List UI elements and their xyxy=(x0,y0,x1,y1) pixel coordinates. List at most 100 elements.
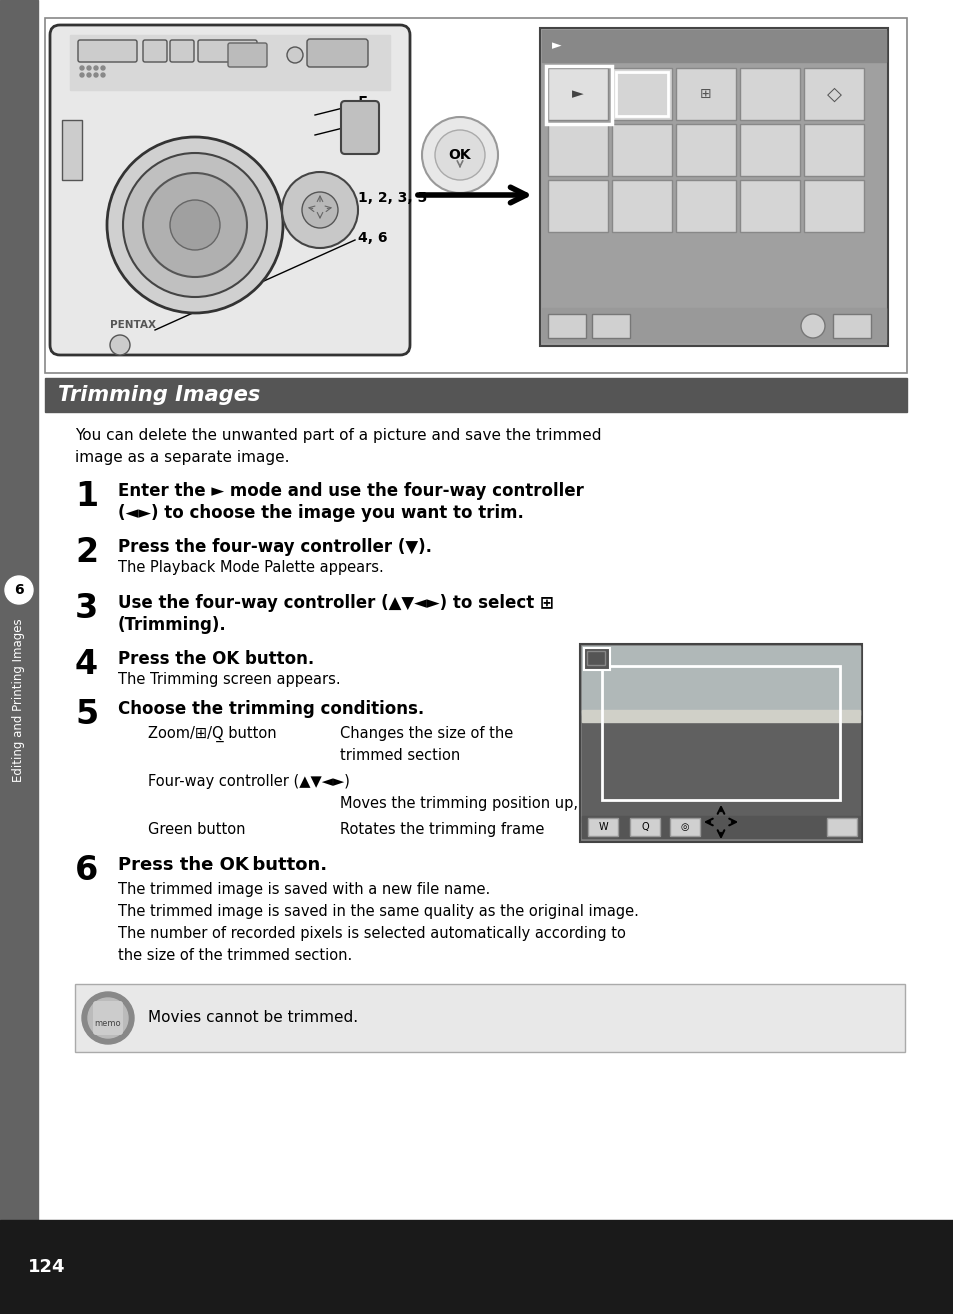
Bar xyxy=(0,0,38,1219)
Text: The number of recorded pixels is selected automatically according to: The number of recorded pixels is selecte… xyxy=(118,926,625,941)
Bar xyxy=(832,314,870,338)
FancyBboxPatch shape xyxy=(340,101,378,154)
Bar xyxy=(62,120,82,180)
Bar xyxy=(583,648,609,670)
FancyBboxPatch shape xyxy=(92,1001,123,1035)
Text: Zoom/⊞/Q̲ button: Zoom/⊞/Q̲ button xyxy=(148,727,276,742)
Text: 5: 5 xyxy=(357,116,368,130)
Bar xyxy=(581,711,859,723)
Text: 6: 6 xyxy=(14,583,24,597)
Text: Press the four-way controller (▼).: Press the four-way controller (▼). xyxy=(118,537,432,556)
Circle shape xyxy=(287,47,303,63)
Text: 4, 6: 4, 6 xyxy=(357,231,387,244)
Text: Changes the size of the: Changes the size of the xyxy=(339,727,513,741)
Bar xyxy=(612,68,671,120)
Circle shape xyxy=(801,314,824,338)
Bar xyxy=(676,180,735,233)
Circle shape xyxy=(94,74,98,78)
Bar xyxy=(803,180,863,233)
Text: (Trimming).: (Trimming). xyxy=(118,616,227,633)
Bar xyxy=(0,1219,953,1314)
Circle shape xyxy=(170,200,220,250)
Text: Press the OK button.: Press the OK button. xyxy=(118,650,314,668)
Text: Press the OK button.: Press the OK button. xyxy=(118,855,327,874)
Bar xyxy=(676,68,735,120)
Text: PENTAX: PENTAX xyxy=(110,321,156,330)
Bar xyxy=(541,307,885,342)
Circle shape xyxy=(107,137,283,313)
Bar xyxy=(612,180,671,233)
Bar xyxy=(629,819,659,836)
Bar xyxy=(581,646,859,715)
Text: 4: 4 xyxy=(75,648,98,681)
Bar xyxy=(545,66,612,124)
Circle shape xyxy=(101,74,105,78)
Text: You can delete the unwanted part of a picture and save the trimmed: You can delete the unwanted part of a pi… xyxy=(75,428,601,443)
Circle shape xyxy=(123,152,267,297)
Text: ◎: ◎ xyxy=(680,823,688,832)
Text: Four-way controller (▲▼◄►): Four-way controller (▲▼◄►) xyxy=(148,774,350,788)
Text: Enter the ► mode and use the four-way controller: Enter the ► mode and use the four-way co… xyxy=(118,482,583,501)
Circle shape xyxy=(87,66,91,70)
Text: The trimmed image is saved in the same quality as the original image.: The trimmed image is saved in the same q… xyxy=(118,904,639,918)
Circle shape xyxy=(101,66,105,70)
Bar xyxy=(616,72,667,116)
Text: Moves the trimming position up, down, left and right: Moves the trimming position up, down, le… xyxy=(339,796,726,811)
Text: trimmed section: trimmed section xyxy=(339,748,459,763)
Text: ◇: ◇ xyxy=(825,84,841,104)
Bar xyxy=(601,666,840,800)
Bar xyxy=(803,124,863,176)
Text: Choose the trimming conditions.: Choose the trimming conditions. xyxy=(118,700,424,717)
Text: Rotates the trimming frame: Rotates the trimming frame xyxy=(339,823,544,837)
Bar xyxy=(45,378,906,413)
Circle shape xyxy=(82,992,133,1045)
Bar xyxy=(581,714,859,823)
Circle shape xyxy=(302,192,337,229)
Bar xyxy=(669,819,700,836)
Circle shape xyxy=(88,999,128,1038)
Circle shape xyxy=(421,117,497,193)
Circle shape xyxy=(87,74,91,78)
Bar xyxy=(803,68,863,120)
Bar xyxy=(587,819,618,836)
Text: Editing and Printing Images: Editing and Printing Images xyxy=(12,618,26,782)
FancyBboxPatch shape xyxy=(198,39,256,62)
Text: OK: OK xyxy=(448,148,471,162)
Text: W: W xyxy=(598,823,607,832)
Text: Q: Q xyxy=(640,823,648,832)
Text: memo: memo xyxy=(94,1020,121,1029)
Text: 3: 3 xyxy=(75,593,98,625)
Text: The trimmed image is saved with a new file name.: The trimmed image is saved with a new fi… xyxy=(118,882,490,897)
Bar xyxy=(547,314,585,338)
Bar xyxy=(75,984,904,1053)
Bar xyxy=(541,30,885,62)
Bar xyxy=(547,124,607,176)
Bar xyxy=(826,819,856,836)
FancyBboxPatch shape xyxy=(170,39,193,62)
FancyBboxPatch shape xyxy=(50,25,410,355)
Text: Green button: Green button xyxy=(148,823,245,837)
Bar xyxy=(740,124,800,176)
Bar xyxy=(676,124,735,176)
Bar xyxy=(70,35,390,89)
Circle shape xyxy=(110,335,130,355)
Text: the size of the trimmed section.: the size of the trimmed section. xyxy=(118,947,352,963)
Bar xyxy=(612,124,671,176)
FancyBboxPatch shape xyxy=(307,39,368,67)
Circle shape xyxy=(80,74,84,78)
Bar xyxy=(547,180,607,233)
Bar xyxy=(579,644,862,842)
Circle shape xyxy=(143,173,247,277)
Text: 6: 6 xyxy=(75,854,98,887)
Text: 5: 5 xyxy=(357,96,368,110)
Text: Use the four-way controller (▲▼◄►) to select ⊞: Use the four-way controller (▲▼◄►) to se… xyxy=(118,594,554,612)
Circle shape xyxy=(435,130,484,180)
Text: Trimming Images: Trimming Images xyxy=(58,385,260,405)
Text: ⊞: ⊞ xyxy=(700,87,711,101)
Text: Movies cannot be trimmed.: Movies cannot be trimmed. xyxy=(148,1010,357,1025)
Text: 2: 2 xyxy=(75,536,98,569)
Bar xyxy=(740,68,800,120)
Text: ►: ► xyxy=(552,39,561,53)
Circle shape xyxy=(5,576,33,604)
Bar xyxy=(45,18,906,373)
